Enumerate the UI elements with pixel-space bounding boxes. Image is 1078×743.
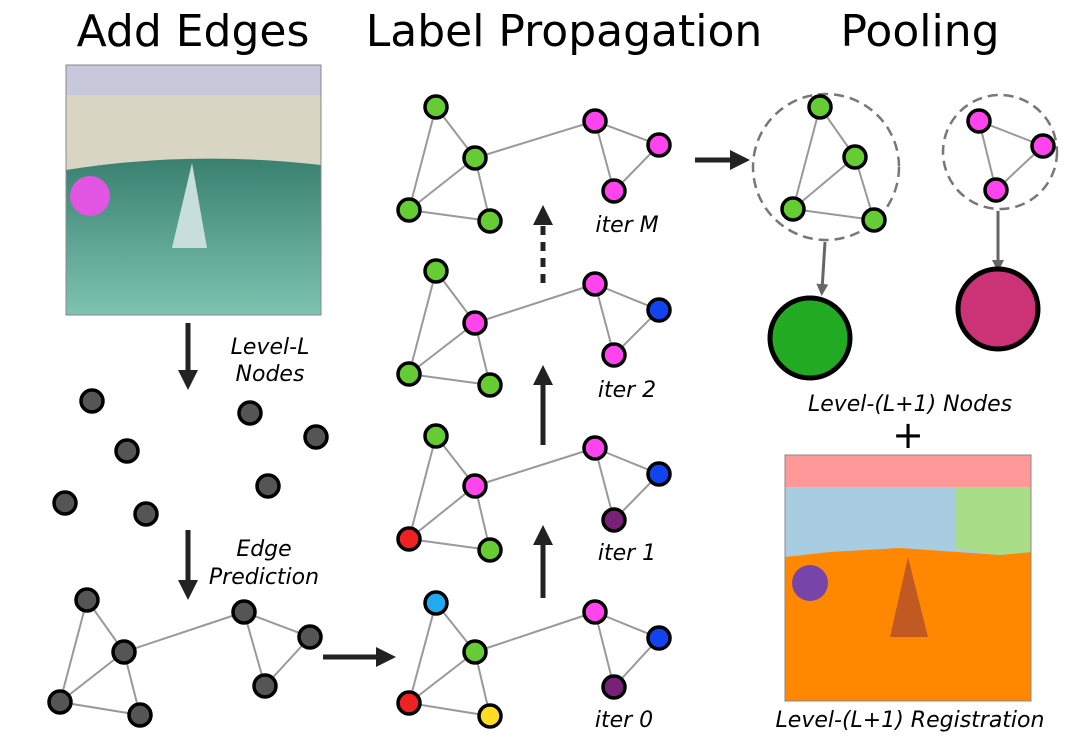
pool-cluster-green <box>751 92 901 242</box>
label-edge: Edge <box>236 537 291 562</box>
level-l-nodes <box>52 388 329 527</box>
pool-cluster-magenta <box>941 93 1059 211</box>
label-iter-1: iter 1 <box>598 541 656 566</box>
label-level-l1-nodes: Level-(L+1) Nodes <box>808 392 1012 417</box>
title-add-edges: Add Edges <box>77 6 310 57</box>
title-label-propagation: Label Propagation <box>366 6 763 57</box>
graph-iter-m <box>396 94 672 234</box>
label-level-l1-registration: Level-(L+1) Registration <box>776 708 1045 733</box>
graph-gray <box>47 587 323 728</box>
pooled-node-magenta <box>955 266 1041 352</box>
graph-iter-1 <box>396 423 672 563</box>
input-image <box>65 64 322 316</box>
graph-iter-2 <box>396 258 672 398</box>
graph-iter-0 <box>396 590 672 729</box>
buoy-shape <box>70 176 110 216</box>
plus-sign: + <box>892 413 924 457</box>
sail-shape <box>172 163 207 248</box>
registration-image <box>784 454 1032 702</box>
label-iter-m: iter M <box>595 213 658 238</box>
title-pooling: Pooling <box>840 6 999 57</box>
label-prediction: Prediction <box>209 565 319 590</box>
arrow-pool-1 <box>816 241 829 296</box>
label-level-l: Level-L <box>231 335 310 360</box>
label-iter-0: iter 0 <box>595 708 653 733</box>
label-iter-2: iter 2 <box>598 378 656 403</box>
pooled-node-green <box>767 295 853 381</box>
label-nodes: Nodes <box>236 362 305 387</box>
